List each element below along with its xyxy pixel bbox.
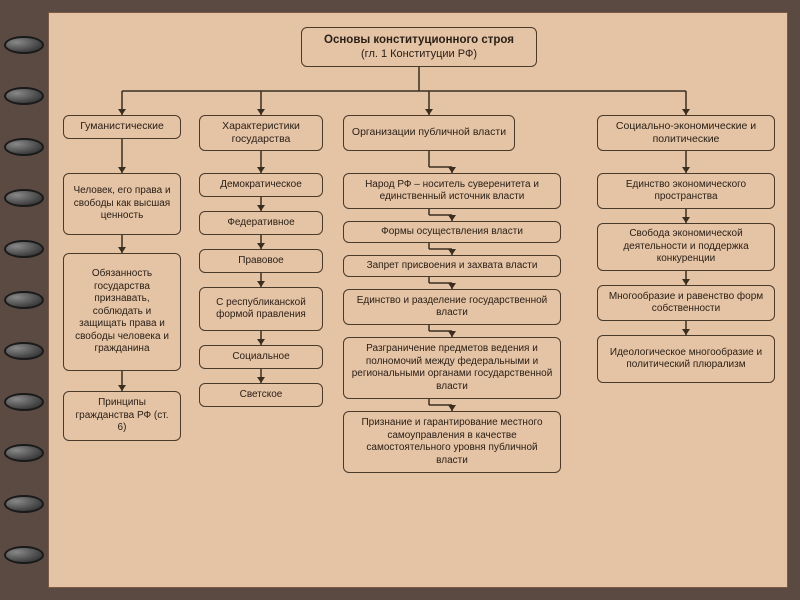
branch-1: Характеристики государства — [199, 115, 323, 151]
item-3-1: Свобода экономической деятельности и под… — [597, 223, 775, 271]
spiral-binding — [0, 0, 48, 600]
diagram-page: Основы конституционного строя(гл. 1 Конс… — [48, 12, 788, 588]
branch-2: Организации публичной власти — [343, 115, 515, 151]
item-1-0: Демократическое — [199, 173, 323, 197]
root-box: Основы конституционного строя(гл. 1 Конс… — [301, 27, 537, 67]
branch-0: Гуманистические — [63, 115, 181, 139]
item-2-4: Разграничение предметов ведения и полном… — [343, 337, 561, 399]
branch-3: Социально-экономические и политические — [597, 115, 775, 151]
item-1-1: Федеративное — [199, 211, 323, 235]
item-1-3: С республи­канской формой правления — [199, 287, 323, 331]
item-3-3: Идеологическое много­образие и политичес… — [597, 335, 775, 383]
item-2-5: Признание и гарантирование местного само… — [343, 411, 561, 473]
item-2-2: Запрет присвоения и захвата власти — [343, 255, 561, 277]
item-0-2: Принципы гражданства РФ (ст. 6) — [63, 391, 181, 441]
item-2-0: Народ РФ – носитель суверенитета и единс… — [343, 173, 561, 209]
item-0-1: Обязанность государства признавать, собл… — [63, 253, 181, 371]
item-1-2: Правовое — [199, 249, 323, 273]
item-0-0: Человек, его права и свободы как высшая … — [63, 173, 181, 235]
item-1-5: Светское — [199, 383, 323, 407]
item-3-0: Единство экономического пространства — [597, 173, 775, 209]
item-2-1: Формы осуществления власти — [343, 221, 561, 243]
item-1-4: Социальное — [199, 345, 323, 369]
item-3-2: Многообразие и равенство форм собственно… — [597, 285, 775, 321]
item-2-3: Единство и разделение государственной вл… — [343, 289, 561, 325]
